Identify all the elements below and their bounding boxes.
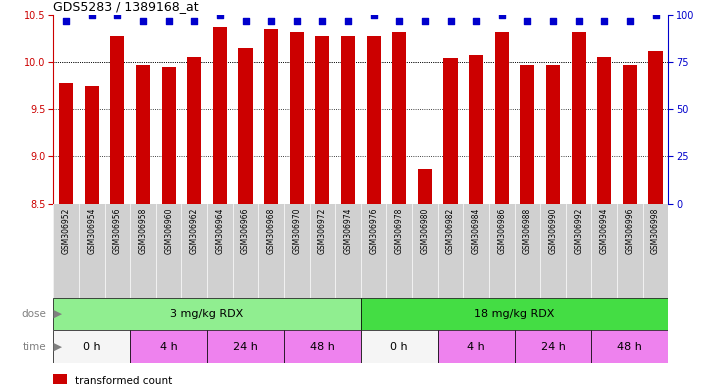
Point <box>342 18 353 24</box>
Text: GSM306986: GSM306986 <box>497 207 506 254</box>
Text: ▶: ▶ <box>50 341 62 352</box>
Text: GSM306962: GSM306962 <box>190 207 199 254</box>
Bar <box>316 36 329 204</box>
Point <box>112 12 123 18</box>
Bar <box>59 83 73 204</box>
Text: dose: dose <box>21 309 46 319</box>
Text: GSM306980: GSM306980 <box>420 207 429 254</box>
Bar <box>53 298 360 330</box>
Text: 4 h: 4 h <box>160 341 178 352</box>
Point <box>316 18 328 24</box>
Bar <box>444 58 458 204</box>
Bar <box>469 55 483 204</box>
Point <box>471 18 482 24</box>
Text: GSM306970: GSM306970 <box>292 207 301 254</box>
Text: GSM306956: GSM306956 <box>113 207 122 254</box>
Text: 48 h: 48 h <box>617 341 642 352</box>
Bar <box>53 374 67 384</box>
Bar <box>264 30 278 204</box>
Text: GSM306972: GSM306972 <box>318 207 327 254</box>
Bar <box>392 32 406 204</box>
Bar <box>53 330 130 363</box>
Text: GSM306990: GSM306990 <box>548 207 557 254</box>
Text: 0 h: 0 h <box>83 341 100 352</box>
Text: GSM306982: GSM306982 <box>446 207 455 253</box>
Text: 24 h: 24 h <box>233 341 258 352</box>
Bar <box>238 48 252 204</box>
Bar <box>110 36 124 204</box>
Bar <box>289 32 304 204</box>
Bar <box>187 57 201 204</box>
Point <box>163 18 174 24</box>
Bar <box>213 26 227 204</box>
Bar <box>597 57 611 204</box>
Bar <box>284 330 360 363</box>
Point <box>265 18 277 24</box>
Bar <box>161 67 176 204</box>
Text: GDS5283 / 1389168_at: GDS5283 / 1389168_at <box>53 0 199 13</box>
Text: 24 h: 24 h <box>540 341 565 352</box>
Text: time: time <box>23 341 46 352</box>
Bar <box>360 298 668 330</box>
Bar <box>207 330 284 363</box>
Text: GSM306964: GSM306964 <box>215 207 225 254</box>
Point <box>214 12 225 18</box>
Text: GSM306978: GSM306978 <box>395 207 404 254</box>
Text: GSM306958: GSM306958 <box>139 207 147 254</box>
Point <box>522 18 533 24</box>
Point <box>86 12 97 18</box>
Point <box>368 12 380 18</box>
Bar <box>546 65 560 204</box>
Bar <box>520 65 535 204</box>
Point <box>419 18 431 24</box>
Bar <box>515 330 592 363</box>
Point <box>60 18 72 24</box>
Bar <box>648 51 663 204</box>
Point <box>624 18 636 24</box>
Text: transformed count: transformed count <box>75 376 172 384</box>
Text: ▶: ▶ <box>50 309 62 319</box>
Point <box>394 18 405 24</box>
Text: GSM306974: GSM306974 <box>343 207 353 254</box>
Text: 0 h: 0 h <box>390 341 408 352</box>
Bar <box>136 65 150 204</box>
Bar <box>592 330 668 363</box>
Bar <box>341 36 355 204</box>
Text: GSM306966: GSM306966 <box>241 207 250 254</box>
Point <box>137 18 149 24</box>
Bar <box>495 32 509 204</box>
Bar <box>572 32 586 204</box>
Text: 3 mg/kg RDX: 3 mg/kg RDX <box>171 309 244 319</box>
Text: GSM306996: GSM306996 <box>626 207 634 254</box>
Point <box>547 18 559 24</box>
Text: GSM306998: GSM306998 <box>651 207 660 254</box>
Text: GSM306988: GSM306988 <box>523 207 532 253</box>
Point <box>291 18 302 24</box>
Text: GSM306994: GSM306994 <box>600 207 609 254</box>
Text: 4 h: 4 h <box>467 341 485 352</box>
Point <box>573 18 584 24</box>
Text: GSM306968: GSM306968 <box>267 207 276 254</box>
Point <box>650 12 661 18</box>
Bar <box>367 36 380 204</box>
Bar <box>418 169 432 204</box>
Point <box>496 12 508 18</box>
Text: GSM306984: GSM306984 <box>471 207 481 254</box>
Text: GSM306954: GSM306954 <box>87 207 96 254</box>
Text: GSM306992: GSM306992 <box>574 207 583 254</box>
Text: GSM306952: GSM306952 <box>62 207 70 254</box>
Bar <box>360 330 438 363</box>
Text: GSM306960: GSM306960 <box>164 207 173 254</box>
Bar <box>130 330 207 363</box>
Bar <box>623 65 637 204</box>
Point <box>188 18 200 24</box>
Text: 18 mg/kg RDX: 18 mg/kg RDX <box>474 309 555 319</box>
Bar <box>85 86 99 204</box>
Point <box>445 18 456 24</box>
Bar <box>438 330 515 363</box>
Text: 48 h: 48 h <box>310 341 335 352</box>
Point <box>240 18 251 24</box>
Text: GSM306976: GSM306976 <box>369 207 378 254</box>
Point <box>599 18 610 24</box>
